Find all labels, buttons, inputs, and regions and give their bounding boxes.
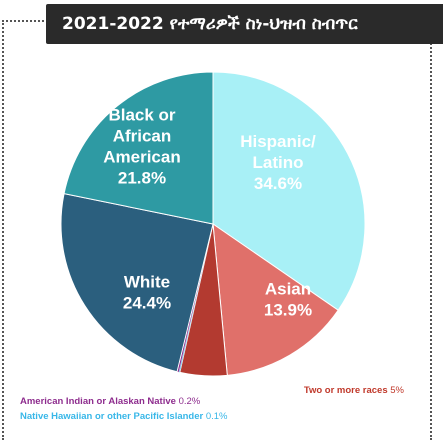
pie-slice-hispanic-latino <box>212 71 366 311</box>
pie-slice-black-or-african-american <box>63 71 214 225</box>
slice-label-hispanic-latino: Hispanic/Latino 34.6% <box>240 132 316 193</box>
slice-label-black-or-african-american: Black or African American 21.8% <box>103 106 180 188</box>
slice-label-asian: Asian 13.9% <box>264 280 312 320</box>
outside-label-two-or-more-races: Two or more races 5% <box>304 385 405 396</box>
pie-slice-asian <box>212 222 339 376</box>
pie-slice-white <box>60 193 214 373</box>
outside-label-american-indian-or-alaskan-native: American Indian or Alaskan Native 0.2% <box>20 396 201 407</box>
chart-title: 2021-2022 የተማሪዎች ስነ-ህዝብ ስብጥር <box>46 4 443 44</box>
slice-label-white: White 24.4% <box>123 273 171 313</box>
outside-label-native-hawaiian-or-other-pacific-islander: Native Hawaiian or other Pacific Islande… <box>20 411 228 422</box>
